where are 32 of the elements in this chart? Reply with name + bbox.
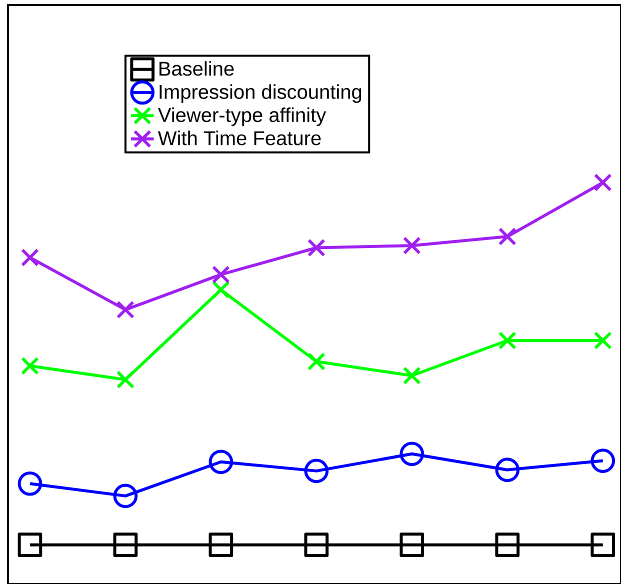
- point: [307, 238, 326, 257]
- point: [400, 442, 424, 466]
- point: [594, 331, 612, 350]
- point: [208, 450, 234, 474]
- legend-label: Impression discounting: [160, 84, 362, 103]
- point: [113, 532, 138, 558]
- point: [594, 173, 612, 192]
- point: [495, 458, 520, 482]
- point: [400, 532, 424, 558]
- legend-label: Viewer-type affinity: [158, 107, 326, 126]
- point: [212, 280, 230, 299]
- point: [18, 471, 42, 496]
- point: [495, 532, 520, 558]
- point: [116, 370, 134, 389]
- point: [212, 266, 230, 284]
- legend-label: With Time Feature: [158, 130, 321, 146]
- point: [20, 356, 40, 375]
- point: [20, 248, 40, 267]
- point: [304, 532, 329, 558]
- point: [590, 448, 616, 473]
- point: [116, 300, 134, 319]
- point: [498, 331, 516, 350]
- point: [590, 532, 616, 558]
- point: [402, 366, 421, 385]
- point: [402, 236, 421, 255]
- point: [208, 532, 234, 558]
- legend-label: Baseline: [160, 61, 234, 76]
- point: [18, 532, 42, 558]
- point: [304, 458, 329, 484]
- point: [498, 227, 516, 246]
- point: [113, 484, 138, 508]
- point: [307, 352, 326, 371]
